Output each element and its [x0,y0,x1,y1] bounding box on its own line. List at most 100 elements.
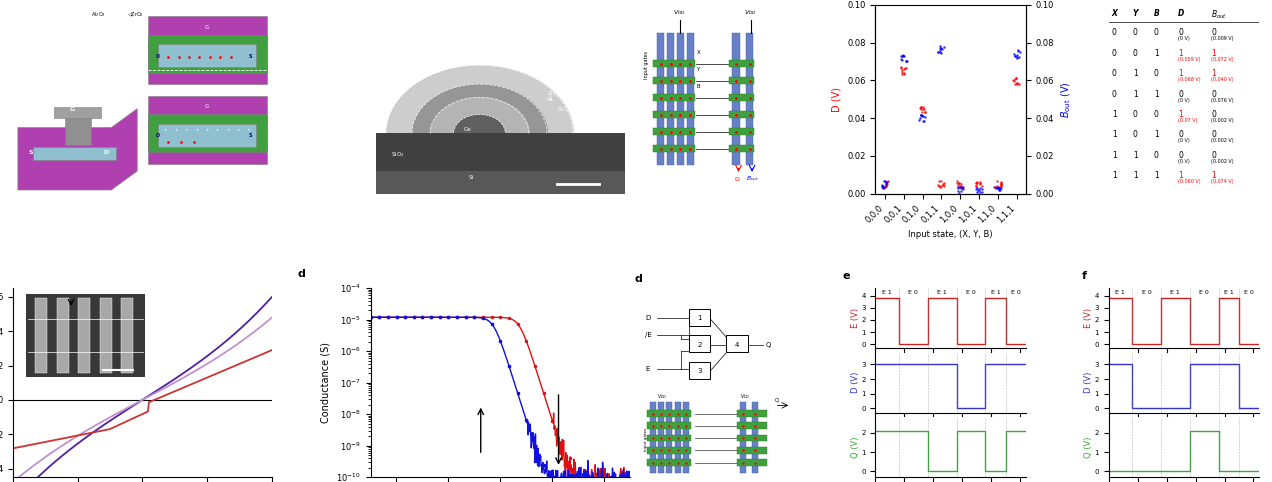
Point [931,44,951,52]
Point [911,103,931,111]
Point [915,108,935,116]
Point [934,43,954,51]
Point [1010,49,1030,56]
Point [991,184,1011,191]
Point [934,183,954,190]
Text: a: a [0,0,8,1]
Point [1005,52,1025,60]
Bar [752,402,758,473]
Point [876,178,897,186]
Point [893,52,913,59]
Text: 1: 1 [1211,69,1216,78]
Text: G: G [70,107,75,112]
Bar [658,402,664,473]
Text: 1: 1 [1112,151,1117,160]
Point [892,68,912,76]
Text: 0: 0 [1178,131,1183,139]
Text: Input gates: Input gates [644,51,649,79]
Point [893,52,913,59]
Point [909,105,930,112]
Point [953,185,973,193]
Text: B: B [1154,9,1160,18]
Text: 1: 1 [1211,49,1216,58]
Bar [375,134,625,194]
Bar [689,309,710,326]
Point [987,177,1007,185]
Text: 0: 0 [1133,131,1137,139]
Text: ZrO$_2$: ZrO$_2$ [547,90,560,98]
Point [934,180,954,188]
Y-axis label: E (V): E (V) [851,308,860,328]
Text: d: d [635,274,642,284]
Point [990,186,1010,194]
Point [1007,80,1028,87]
Bar [726,335,748,352]
Point [874,184,894,192]
Point [991,180,1011,188]
Point [894,69,915,77]
Point [1005,76,1025,83]
Point [950,183,971,191]
Point [987,185,1007,192]
Point [985,183,1005,191]
Point [1005,53,1025,60]
Bar [646,447,691,454]
Text: S: S [28,150,33,155]
Point [874,184,894,191]
Y-axis label: Q (V): Q (V) [1084,437,1093,458]
X-axis label: Input state, (X, Y, B): Input state, (X, Y, B) [908,230,993,239]
Point [1009,80,1029,88]
Text: D: D [734,176,739,182]
Bar [736,435,767,442]
Point [875,180,895,187]
Text: E 1: E 1 [1224,290,1234,295]
Text: 1: 1 [697,315,702,321]
Point [949,189,969,197]
Point [911,103,931,110]
Text: 0: 0 [1154,110,1159,119]
Text: 1: 1 [1133,90,1137,99]
Text: +: + [216,129,219,133]
Point [946,177,967,185]
Point [875,183,895,190]
Text: Si: Si [469,174,474,180]
Text: 1: 1 [1112,131,1117,139]
Point [988,183,1009,191]
Text: E 0: E 0 [1199,290,1210,295]
Text: S: S [248,133,252,138]
Y-axis label: D (V): D (V) [851,372,860,393]
Point [969,179,990,187]
Point [895,58,916,66]
Text: 2: 2 [697,342,702,348]
Point [951,180,972,188]
Text: +: + [206,129,209,133]
Text: d: d [298,269,305,279]
Polygon shape [18,109,137,190]
Bar [687,33,693,165]
Text: 0: 0 [1112,69,1117,78]
Point [890,64,911,71]
Text: 0: 0 [1211,28,1216,38]
Bar [677,33,684,165]
Text: 1: 1 [1178,49,1183,58]
Point [909,116,930,123]
Text: (0 V): (0 V) [1178,138,1189,144]
Text: 0: 0 [1178,28,1183,38]
Text: E 0: E 0 [1244,290,1254,295]
Point [915,113,935,121]
Point [991,182,1011,190]
Point [892,67,912,74]
Text: 4: 4 [735,342,739,348]
Text: 0: 0 [1211,110,1216,119]
Point [1007,48,1028,55]
Text: Al$_2$O$_3$: Al$_2$O$_3$ [90,10,106,19]
Point [969,188,990,196]
Text: +: + [226,129,230,133]
Text: (0.072 V): (0.072 V) [1211,57,1234,62]
Bar [646,422,691,429]
Point [1009,53,1029,60]
Point [897,64,917,72]
Text: 0: 0 [1178,151,1183,160]
Text: 1: 1 [1178,69,1183,78]
Bar [653,60,695,67]
